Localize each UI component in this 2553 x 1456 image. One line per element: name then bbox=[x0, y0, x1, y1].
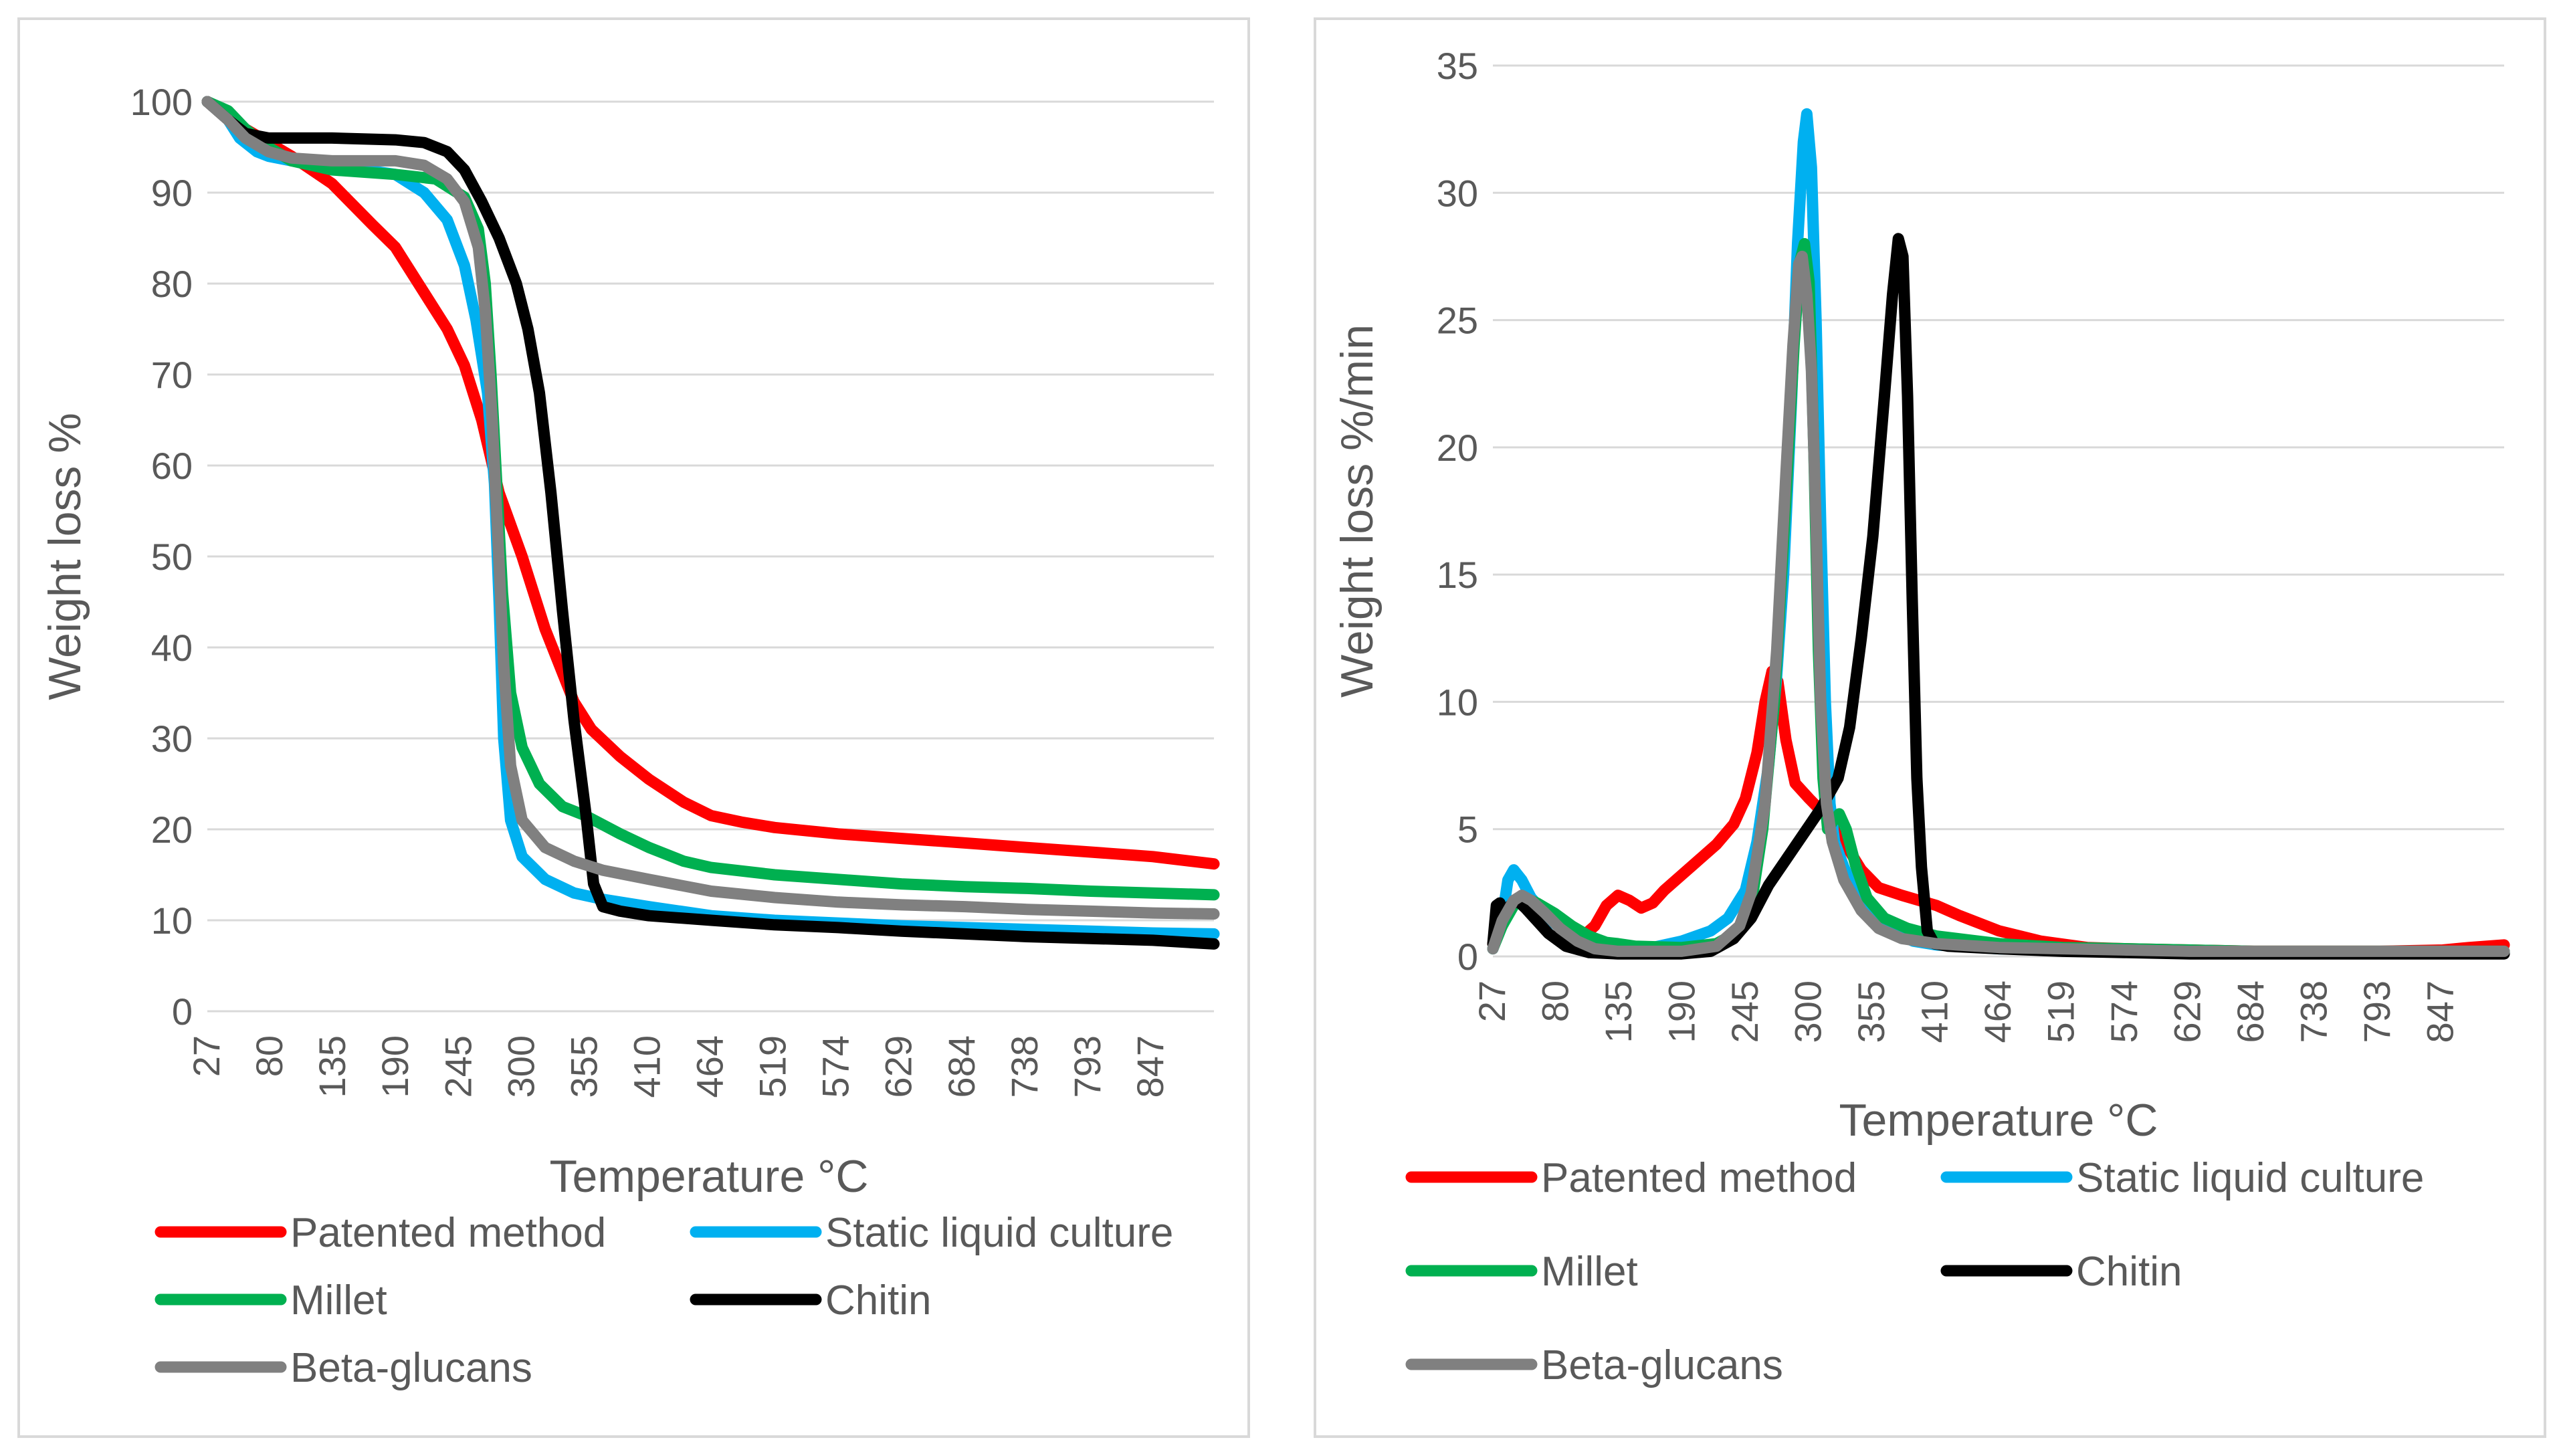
dtg-series-line-beta-glucans bbox=[1487, 250, 2510, 957]
dtg-legend-label-chitin: Chitin bbox=[2076, 1249, 2182, 1295]
dtg-x-tick-label-847: 847 bbox=[2419, 980, 2461, 1043]
tga-x-tick-label-574: 574 bbox=[815, 1035, 857, 1098]
weight-loss-chart-panel bbox=[17, 17, 1250, 1438]
dtg-series-line-chitin bbox=[1487, 233, 2510, 960]
dtg-x-tick-label-355: 355 bbox=[1850, 980, 1892, 1043]
tga-legend-label-millet: Millet bbox=[290, 1277, 387, 1324]
tga-y-tick-label-40: 40 bbox=[151, 627, 193, 669]
tga-y-tick-label-10: 10 bbox=[151, 900, 193, 942]
tga-x-tick-label-80: 80 bbox=[248, 1035, 290, 1077]
tga-y-tick-label-20: 20 bbox=[151, 809, 193, 851]
tga-y-tick-label-100: 100 bbox=[130, 81, 193, 123]
dtg-series-line-static-liquid-culture bbox=[1487, 108, 2510, 958]
tga-series-line-chitin bbox=[201, 96, 1220, 950]
tga-legend-label-patented-method: Patented method bbox=[290, 1210, 606, 1256]
tga-x-tick-label-847: 847 bbox=[1129, 1035, 1171, 1098]
dtg-y-tick-label-35: 35 bbox=[1437, 45, 1478, 87]
dtg-x-tick-label-135: 135 bbox=[1597, 980, 1639, 1043]
derivative-weight-loss-chart-panel bbox=[1314, 17, 2546, 1438]
tga-x-tick-label-629: 629 bbox=[878, 1035, 920, 1098]
dtg-x-tick-label-574: 574 bbox=[2103, 980, 2145, 1043]
dtg-legend-label-beta-glucans: Beta-glucans bbox=[1541, 1342, 1783, 1388]
tga-y-tick-label-0: 0 bbox=[172, 991, 193, 1033]
tga-x-tick-label-464: 464 bbox=[689, 1035, 731, 1098]
tga-y-axis-title: Weight loss % bbox=[39, 413, 90, 700]
tga-series-line-patented-method bbox=[201, 96, 1220, 870]
tga-x-tick-label-135: 135 bbox=[311, 1035, 353, 1098]
tga-series-line-beta-glucans bbox=[201, 96, 1220, 920]
dtg-legend-label-patented-method: Patented method bbox=[1541, 1155, 1857, 1201]
tga-y-tick-label-50: 50 bbox=[151, 536, 193, 578]
tga-x-tick-label-27: 27 bbox=[185, 1035, 227, 1077]
tga-x-tick-label-300: 300 bbox=[500, 1035, 542, 1098]
tga-y-tick-label-90: 90 bbox=[151, 172, 193, 214]
dtg-y-axis-title: Weight loss %/min bbox=[1332, 324, 1383, 698]
tga-legend-label-static-liquid-culture: Static liquid culture bbox=[825, 1210, 1173, 1256]
tga-x-tick-label-793: 793 bbox=[1066, 1035, 1108, 1098]
dtg-y-tick-label-0: 0 bbox=[1457, 936, 1478, 978]
tga-y-tick-label-80: 80 bbox=[151, 263, 193, 305]
dtg-y-tick-label-30: 30 bbox=[1437, 172, 1478, 214]
tga-x-tick-label-519: 519 bbox=[752, 1035, 794, 1098]
tga-x-axis-title: Temperature °C bbox=[550, 1151, 869, 1202]
tga-series-line-millet bbox=[201, 96, 1220, 901]
dtg-y-tick-label-10: 10 bbox=[1437, 681, 1478, 723]
dtg-x-tick-label-793: 793 bbox=[2356, 980, 2398, 1043]
tga-legend-label-chitin: Chitin bbox=[825, 1277, 932, 1324]
dtg-y-tick-label-5: 5 bbox=[1457, 809, 1478, 851]
dtg-legend-label-static-liquid-culture: Static liquid culture bbox=[2076, 1155, 2424, 1201]
tga-x-tick-label-190: 190 bbox=[374, 1035, 416, 1098]
dtg-x-tick-label-27: 27 bbox=[1471, 980, 1513, 1022]
tga-y-tick-label-60: 60 bbox=[151, 445, 193, 487]
dtg-y-tick-label-15: 15 bbox=[1437, 554, 1478, 596]
dtg-x-tick-label-300: 300 bbox=[1787, 980, 1829, 1043]
dtg-y-tick-label-25: 25 bbox=[1437, 300, 1478, 342]
tga-y-tick-label-70: 70 bbox=[151, 354, 193, 396]
tga-y-tick-label-30: 30 bbox=[151, 718, 193, 760]
dtg-x-tick-label-410: 410 bbox=[1914, 980, 1956, 1043]
dtg-x-tick-label-464: 464 bbox=[1976, 980, 2019, 1043]
dtg-x-tick-label-245: 245 bbox=[1724, 980, 1766, 1043]
dtg-x-tick-label-519: 519 bbox=[2040, 980, 2082, 1043]
dtg-x-tick-label-684: 684 bbox=[2229, 980, 2271, 1043]
dtg-x-tick-label-80: 80 bbox=[1534, 980, 1576, 1022]
dtg-x-tick-label-629: 629 bbox=[2166, 980, 2209, 1043]
tga-x-tick-label-410: 410 bbox=[625, 1035, 668, 1098]
tga-legend-label-beta-glucans: Beta-glucans bbox=[290, 1345, 532, 1391]
dtg-x-tick-label-190: 190 bbox=[1661, 980, 1703, 1043]
dtg-legend-label-millet: Millet bbox=[1541, 1249, 1638, 1295]
dtg-series-line-millet bbox=[1487, 237, 2510, 957]
dtg-x-axis-title: Temperature °C bbox=[1839, 1095, 2158, 1146]
tga-x-tick-label-355: 355 bbox=[563, 1035, 605, 1098]
tga-x-tick-label-245: 245 bbox=[437, 1035, 479, 1098]
tga-x-tick-label-684: 684 bbox=[940, 1035, 983, 1098]
dtg-x-tick-label-738: 738 bbox=[2293, 980, 2335, 1043]
dtg-series-line-patented-method bbox=[1487, 665, 2510, 957]
dtg-y-tick-label-20: 20 bbox=[1437, 427, 1478, 469]
tga-x-tick-label-738: 738 bbox=[1003, 1035, 1045, 1098]
